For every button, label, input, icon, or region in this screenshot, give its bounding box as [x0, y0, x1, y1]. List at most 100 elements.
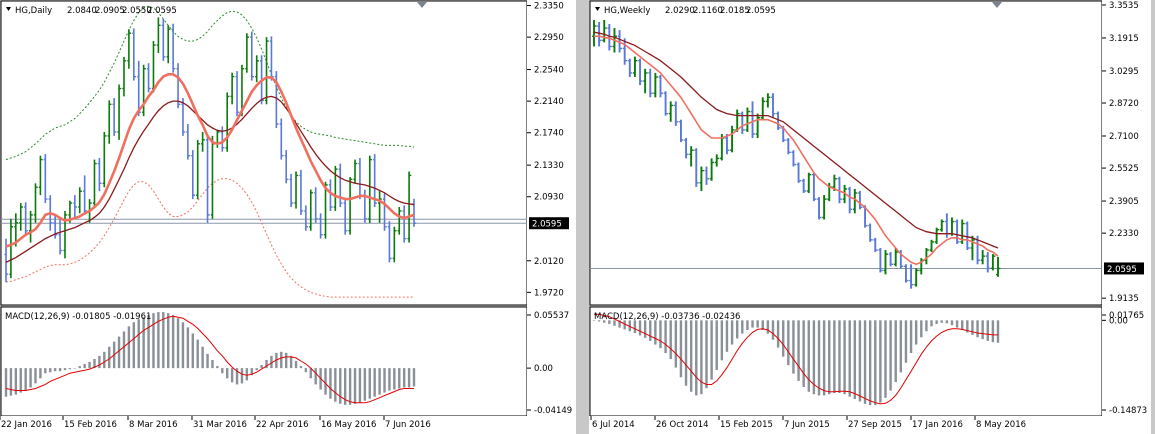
macd-histogram-bar: [117, 336, 121, 369]
price-axis-ticks: 3.3535 3.1915 3.0295 2.8720 2.7100 2.5525 2.39…: [1102, 1, 1139, 304]
ohlc-low-label: 2.0185: [720, 6, 750, 16]
price-bar: [801, 178, 807, 194]
price-bar: [284, 150, 289, 184]
macd-tick-label: -0.04149: [534, 406, 572, 416]
macd-histogram-bar: [216, 366, 219, 369]
price-bar: [607, 24, 612, 51]
macd-histogram: [592, 320, 1000, 406]
macd-histogram-bar: [176, 318, 180, 369]
macd-histogram-bar: [710, 320, 713, 380]
macd-histogram-bar: [838, 320, 841, 393]
time-tick-label: 8 May 2016: [976, 420, 1026, 430]
price-bar: [38, 155, 43, 196]
price-bar: [786, 138, 791, 155]
price-plot-area[interactable]: [589, 0, 1103, 306]
price-bar: [929, 239, 935, 253]
macd-histogram-bar: [171, 315, 175, 369]
price-bar: [63, 210, 68, 259]
price-bar: [19, 203, 23, 231]
shift-arrow-icon[interactable]: [417, 2, 427, 8]
macd-plot-area[interactable]: [0, 306, 528, 417]
chart-panel-daily: 2.3350 2.2950 2.2540 2.2140 2.1740 2.1330 2.09…: [0, 0, 576, 434]
macd-histogram-bar: [44, 368, 47, 374]
price-bar: [58, 218, 63, 255]
macd-histogram-bar: [853, 320, 857, 400]
macd-histogram-bar: [407, 368, 411, 388]
macd-histogram-bar: [34, 368, 37, 384]
macd-histogram-bar: [725, 320, 729, 352]
triangle-down-icon[interactable]: [6, 7, 11, 11]
price-bar: [225, 92, 230, 152]
macd-plot-area[interactable]: [589, 306, 1103, 417]
panel-separator[interactable]: [577, 0, 588, 434]
price-bar: [299, 169, 304, 215]
macd-histogram-bar: [930, 320, 933, 327]
macd-histogram-bar: [674, 320, 678, 368]
macd-histogram-bar: [181, 322, 185, 369]
price-bar: [811, 172, 817, 202]
macd-signal-line: [5, 315, 414, 404]
ohlc-low-label: 2.0550: [122, 6, 152, 16]
price-bar: [161, 18, 166, 61]
macd-histogram-bar: [329, 368, 332, 399]
price-bar: [985, 252, 991, 273]
macd-histogram-bar: [98, 355, 101, 369]
macd-histogram-bar: [797, 320, 800, 381]
macd-histogram-bar: [828, 320, 831, 395]
macd-histogram-bar: [976, 320, 979, 338]
macd-histogram-bar: [925, 320, 928, 332]
price-tick-label: 3.3535: [1109, 1, 1139, 11]
last-price-box: [529, 217, 569, 230]
price-bar: [796, 162, 802, 183]
price-plot-area[interactable]: [0, 0, 528, 306]
macd-histogram-bar: [402, 368, 406, 388]
price-bar: [112, 97, 117, 136]
price-bar: [402, 205, 407, 243]
price-bar: [996, 256, 1001, 277]
macd-histogram-bar: [705, 320, 708, 389]
time-tick-label: 17 Jan 2016: [912, 420, 963, 430]
price-bar: [186, 124, 191, 160]
shift-arrow-icon[interactable]: [992, 2, 1002, 8]
price-bars: [592, 19, 1001, 289]
macd-tick-label: 0.00: [1109, 316, 1128, 326]
macd-histogram-bar: [152, 313, 155, 369]
price-bar: [289, 173, 294, 208]
price-axis-area: [1102, 0, 1151, 434]
macd-histogram-bar: [603, 320, 606, 323]
price-bar: [28, 210, 33, 243]
price-bar: [847, 186, 853, 214]
macd-histogram-bar: [843, 320, 846, 395]
price-bar: [873, 237, 878, 253]
macd-histogram-bar: [235, 368, 239, 385]
macd-histogram-bar: [127, 326, 131, 369]
price-bar: [592, 19, 597, 47]
triangle-down-icon[interactable]: [595, 7, 600, 11]
price-bar: [122, 56, 127, 97]
price-bar: [97, 158, 102, 192]
macd-histogram-bar: [643, 320, 647, 338]
macd-histogram-bar: [991, 320, 995, 343]
macd-histogram-bar: [802, 320, 805, 387]
macd-histogram-bar: [909, 320, 913, 354]
price-bar: [939, 219, 945, 232]
price-bar: [714, 154, 720, 167]
macd-tick-label: 0.05537: [534, 311, 569, 321]
price-bar: [955, 219, 960, 244]
macd-histogram-bar: [4, 368, 8, 397]
price-bar: [888, 252, 894, 267]
macd-label: MACD(12,26,9) -0.01805 -0.01961: [5, 312, 151, 322]
macd-histogram-bar: [304, 368, 308, 373]
time-tick-label: 7 Jun 2016: [385, 420, 431, 430]
price-tick-label: 3.0295: [1109, 67, 1139, 77]
price-bar: [970, 235, 975, 261]
macd-histogram-bar: [792, 320, 795, 374]
macd-histogram-bar: [260, 365, 263, 369]
price-bar: [319, 213, 323, 239]
macd-histogram-bar: [108, 346, 111, 369]
price-bar: [597, 21, 602, 47]
macd-histogram-bar: [623, 320, 626, 330]
macd-histogram-bar: [24, 368, 27, 391]
price-bar: [127, 29, 132, 69]
